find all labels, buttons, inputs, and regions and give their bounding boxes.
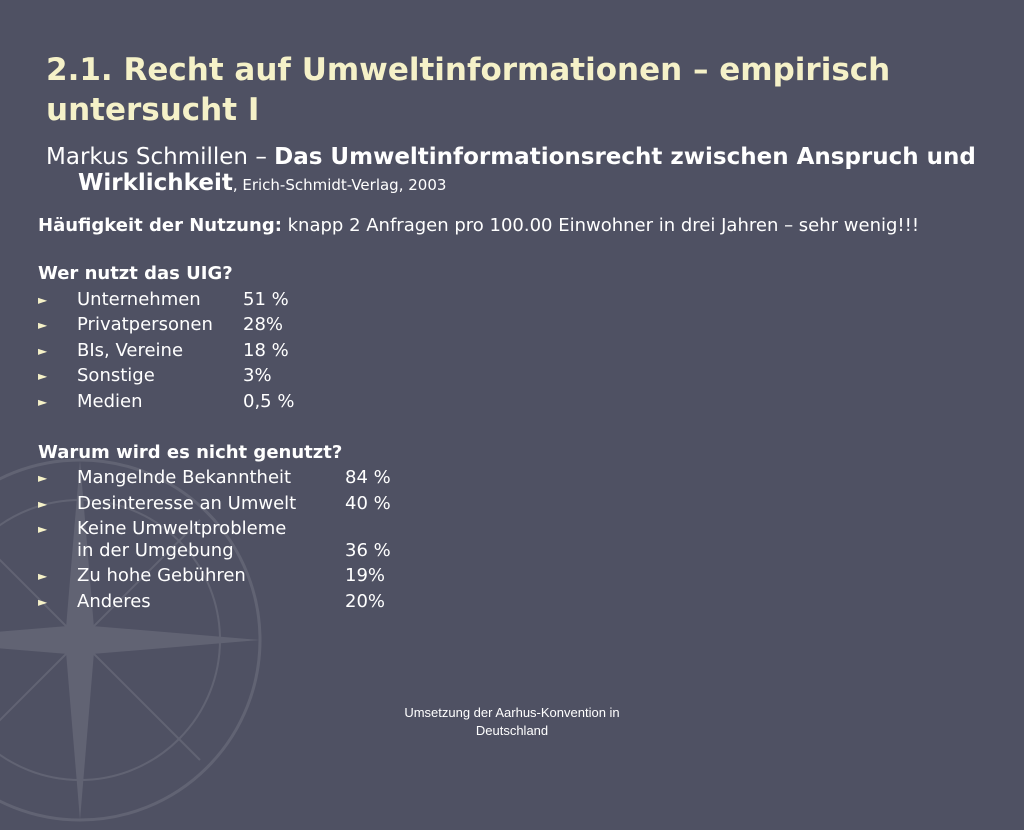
reference-book-title-2: Wirklichkeit — [78, 170, 233, 196]
bullet-arrow-icon: ► — [38, 369, 48, 383]
usage-label: Häufigkeit der Nutzung: — [38, 215, 282, 236]
bullet-arrow-icon: ► — [38, 344, 48, 358]
bullet-arrow-icon: ► — [38, 318, 48, 332]
reason-label: Zu hohe Gebühren — [77, 565, 246, 586]
user-value: 28% — [243, 314, 284, 335]
bullet-arrow-icon: ► — [38, 522, 48, 536]
reason-label: Desinteresse an Umwelt — [77, 493, 297, 514]
user-label: Privatpersonen — [77, 314, 213, 335]
bullet-arrow-icon: ► — [38, 395, 48, 409]
reference-author: Markus Schmillen – — [46, 144, 275, 170]
user-label: BIs, Vereine — [77, 340, 184, 361]
users-heading: Wer nutzt das UIG? — [38, 263, 233, 284]
bullet-arrow-icon: ► — [38, 293, 48, 307]
footer-line-2: Deutschland — [475, 723, 549, 738]
user-value: 0,5 % — [243, 391, 295, 412]
usage-line: Häufigkeit der Nutzung: knapp 2 Anfragen… — [38, 214, 919, 238]
user-value: 51 % — [243, 289, 289, 310]
reference-book-title-1: Das Umweltinformationsrecht zwischen Ans… — [274, 144, 976, 170]
bullet-arrow-icon: ► — [38, 569, 48, 583]
slide-footer: Umsetzung der Aarhus-Konvention in Deuts… — [382, 704, 642, 740]
reference-publisher: , Erich-Schmidt-Verlag, 2003 — [232, 176, 447, 194]
reason-value: 36 % — [345, 540, 391, 561]
usage-text: knapp 2 Anfragen pro 100.00 Einwohner in… — [281, 215, 920, 236]
bullet-arrow-icon: ► — [38, 471, 48, 485]
reason-label: Keine Umweltprobleme — [77, 518, 287, 539]
reference-citation: Markus Schmillen – Das Umweltinformation… — [46, 144, 1006, 198]
footer-line-1: Umsetzung der Aarhus-Konvention in — [404, 705, 620, 720]
reasons-heading: Warum wird es nicht genutzt? — [38, 442, 343, 463]
user-label: Unternehmen — [77, 289, 201, 310]
reason-value: 20% — [345, 591, 386, 612]
user-label: Sonstige — [77, 365, 155, 386]
user-label: Medien — [77, 391, 143, 412]
user-value: 18 % — [243, 340, 289, 361]
slide-title: 2.1. Recht auf Umweltinformationen – emp… — [46, 52, 891, 128]
bullet-arrow-icon: ► — [38, 497, 48, 511]
bullet-arrow-icon: ► — [38, 595, 48, 609]
user-value: 3% — [243, 365, 272, 386]
reason-value: 84 % — [345, 467, 391, 488]
reason-value: 40 % — [345, 493, 391, 514]
reason-value: 19% — [345, 565, 386, 586]
reason-label-2: in der Umgebung — [77, 540, 234, 561]
reason-label: Mangelnde Bekanntheit — [77, 467, 292, 488]
reason-label: Anderes — [77, 591, 151, 612]
